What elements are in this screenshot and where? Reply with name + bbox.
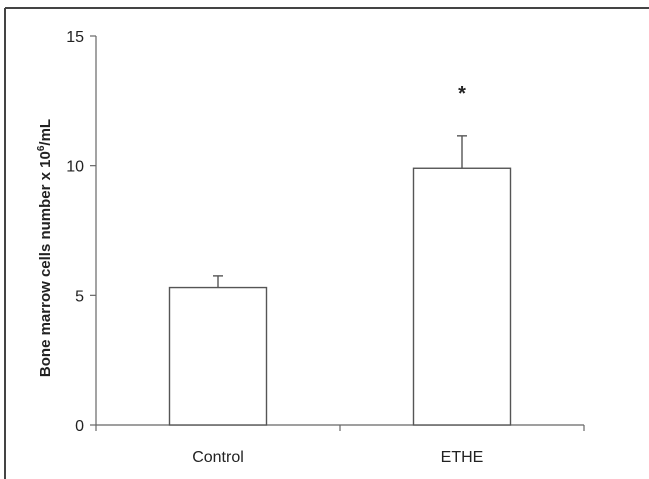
x-category-label: Control bbox=[192, 449, 244, 466]
y-axis-label: Bone marrow cells number x 106/mL bbox=[36, 119, 54, 377]
plot-area: 0 5 10 15 Control * ETHE bbox=[66, 29, 585, 466]
significance-marker: * bbox=[458, 83, 466, 105]
y-tick-label: 0 bbox=[75, 418, 84, 435]
y-tick-label: 10 bbox=[66, 159, 84, 176]
y-tick-label: 5 bbox=[75, 288, 84, 305]
y-tick-label: 15 bbox=[66, 29, 84, 46]
x-category-label: ETHE bbox=[441, 449, 484, 466]
bar-ethe bbox=[412, 167, 512, 426]
bar-control bbox=[168, 286, 268, 426]
